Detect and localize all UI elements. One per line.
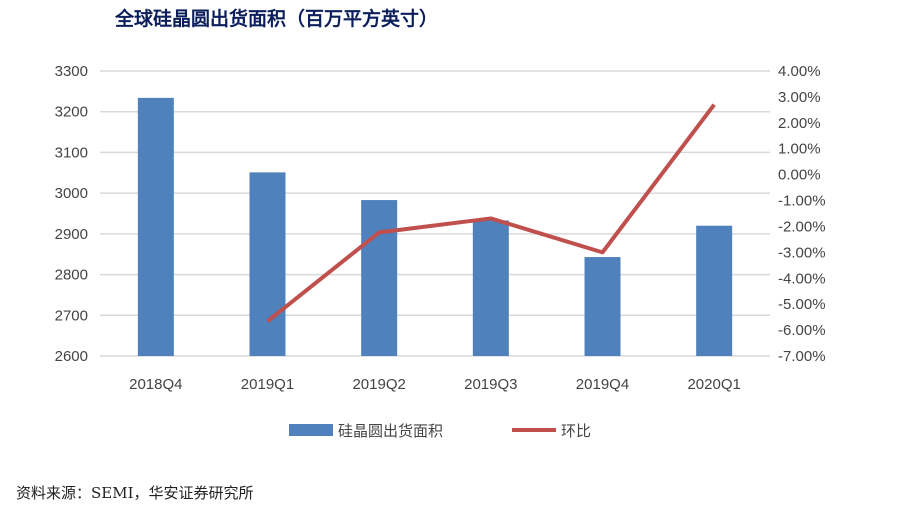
right-tick-label: -7.00%	[778, 348, 826, 365]
left-tick-label: 2900	[55, 226, 88, 243]
left-tick-label: 2800	[55, 267, 88, 284]
x-tick-label: 2019Q3	[464, 376, 517, 393]
bar	[472, 220, 509, 356]
chart-title: 全球硅晶圆出货面积（百万平方英寸）	[115, 8, 439, 30]
left-tick-label: 3300	[55, 63, 88, 80]
right-tick-label: -5.00%	[778, 296, 826, 313]
left-tick-label: 2600	[55, 348, 88, 365]
right-tick-label: 0.00%	[778, 167, 821, 184]
x-tick-label: 2019Q2	[352, 376, 405, 393]
x-tick-label: 2019Q1	[241, 376, 294, 393]
legend-bar-label: 硅晶圆出货面积	[338, 423, 443, 440]
bar	[584, 257, 621, 356]
right-tick-label: 4.00%	[778, 63, 821, 80]
left-tick-label: 3000	[55, 185, 88, 202]
bar	[137, 97, 174, 356]
right-tick-label: -6.00%	[778, 322, 826, 339]
right-tick-label: 3.00%	[778, 89, 821, 106]
right-tick-label: 2.00%	[778, 115, 821, 132]
bar	[249, 172, 286, 356]
source-note: 资料来源：SEMI，华安证券研究所	[16, 484, 254, 502]
right-tick-label: -4.00%	[778, 270, 826, 287]
chart: 2600 2700 2800 2900 3000 3100 3200 3300 -7.00% -6…	[55, 63, 826, 440]
right-tick-label: 1.00%	[778, 141, 821, 158]
left-tick-label: 3200	[55, 104, 88, 121]
legend-line-label: 环比	[561, 423, 591, 440]
bar	[696, 225, 733, 356]
x-tick-label: 2020Q1	[687, 376, 740, 393]
left-tick-label: 3100	[55, 144, 88, 161]
bar	[361, 200, 398, 356]
right-tick-label: -2.00%	[778, 218, 826, 235]
left-tick-label: 2700	[55, 307, 88, 324]
right-tick-label: -3.00%	[778, 244, 826, 261]
legend-bar-swatch	[289, 424, 333, 436]
x-tick-label: 2019Q4	[576, 376, 629, 393]
x-tick-label: 2018Q4	[129, 376, 182, 393]
right-tick-label: -1.00%	[778, 193, 826, 210]
